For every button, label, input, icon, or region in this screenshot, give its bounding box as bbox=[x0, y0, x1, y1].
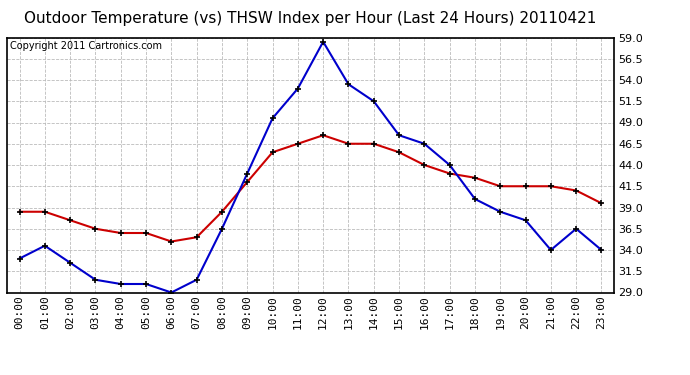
Text: Copyright 2011 Cartronics.com: Copyright 2011 Cartronics.com bbox=[10, 41, 162, 51]
Text: Outdoor Temperature (vs) THSW Index per Hour (Last 24 Hours) 20110421: Outdoor Temperature (vs) THSW Index per … bbox=[24, 11, 597, 26]
